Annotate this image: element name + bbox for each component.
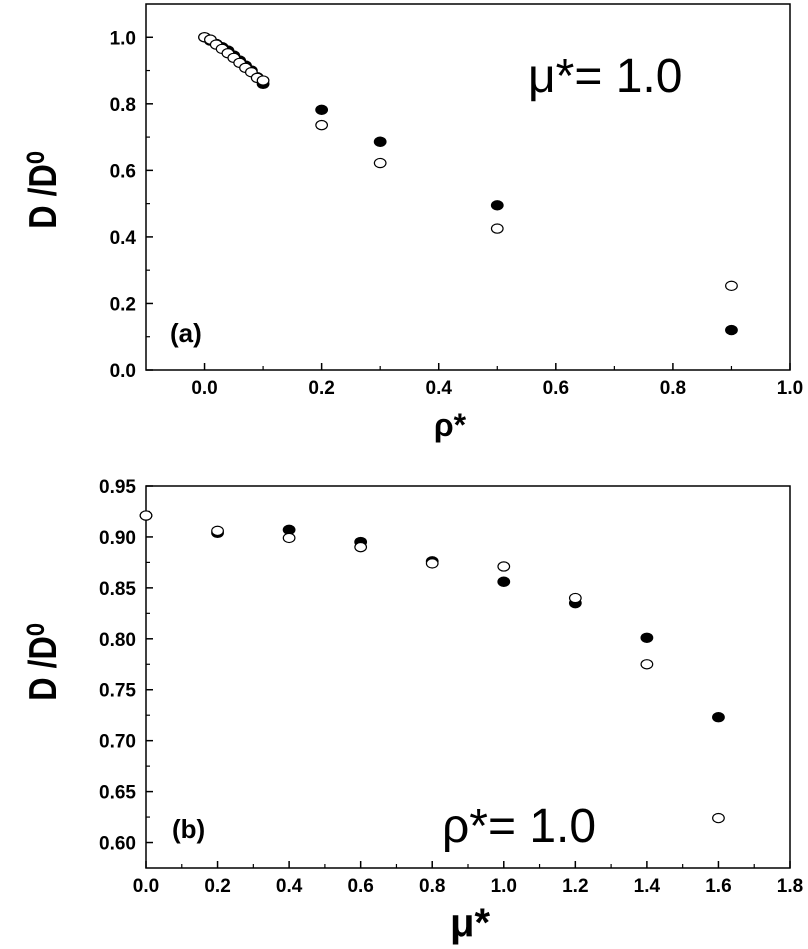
open-data-point [568, 592, 582, 604]
panel-b-tag: (b) [172, 814, 205, 844]
y-tick-label: 0.8 [110, 95, 136, 116]
y-tick-label: 1.0 [110, 28, 136, 49]
filled-data-point [315, 104, 329, 116]
x-tick-label: 0.0 [191, 378, 217, 399]
y-tick-label: 0.4 [110, 228, 137, 249]
x-tick-label: 1.0 [777, 378, 803, 399]
panel-b-x-axis-title: μ* [450, 901, 490, 945]
open-data-point [211, 525, 224, 537]
y-tick-label: 0.85 [99, 579, 136, 600]
y-tick-label: 0.80 [99, 630, 136, 651]
open-data-point [490, 223, 504, 234]
x-tick-label: 1.4 [634, 876, 661, 897]
x-tick-label: 0.8 [660, 378, 686, 399]
panel-b-y-axis-title: D /D⁰ [21, 623, 65, 701]
open-data-point [497, 561, 511, 572]
panel-a-plot-frame [145, 3, 791, 371]
panel-a-x-axis-title: ρ* [434, 407, 467, 443]
y-tick-label: 0.70 [99, 732, 136, 753]
x-tick-label: 1.0 [491, 876, 517, 897]
y-tick-label: 0.0 [110, 361, 136, 382]
open-data-point [315, 119, 329, 131]
x-tick-label: 0.8 [419, 876, 445, 897]
panel-a-x-ticks: 0.0 0.2 0.4 0.6 0.8 1.0 [191, 363, 803, 399]
filled-data-point [712, 712, 725, 723]
open-data-point [256, 75, 270, 86]
panel-a-markers [198, 32, 738, 336]
y-tick-label: 0.6 [110, 161, 136, 182]
x-tick-label: 0.2 [204, 876, 230, 897]
open-data-point [712, 812, 725, 824]
panel-a-tag: (a) [170, 318, 202, 348]
x-tick-label: 0.6 [543, 378, 569, 399]
filled-data-point [373, 136, 387, 147]
panel-a: 0.0 0.2 0.4 0.6 0.8 1.0 0.0 0.2 0.4 0.6 0.8 1.0 (a… [21, 3, 803, 443]
filled-data-point [490, 200, 504, 211]
x-tick-label: 0.4 [426, 378, 453, 399]
filled-data-point [497, 576, 511, 587]
panel-b-markers [139, 510, 725, 824]
panel-b-annotation: ρ*= 1.0 [442, 800, 596, 853]
panel-a-annotation: μ*= 1.0 [528, 50, 682, 103]
panel-b-y-ticks: 0.60 0.65 0.70 0.75 0.80 0.85 0.90 0.95 [99, 477, 153, 855]
open-data-point [354, 541, 368, 553]
x-tick-label: 1.2 [562, 876, 588, 897]
open-data-point [282, 532, 296, 544]
x-tick-label: 1.6 [705, 876, 731, 897]
panel-a-y-ticks: 0.0 0.2 0.4 0.6 0.8 1.0 [110, 28, 153, 382]
y-tick-label: 0.95 [99, 477, 136, 498]
open-data-point [373, 157, 387, 169]
y-tick-label: 0.2 [110, 294, 136, 315]
panel-a-y-axis-title: D /D⁰ [21, 151, 65, 229]
y-tick-label: 0.90 [99, 528, 136, 549]
open-data-point [425, 558, 439, 569]
filled-data-point [640, 632, 654, 643]
open-data-point [725, 280, 738, 292]
x-tick-label: 0.2 [308, 378, 334, 399]
open-data-point [640, 659, 654, 670]
open-data-point [139, 510, 153, 521]
x-tick-label: 0.4 [276, 876, 303, 897]
x-tick-label: 0.0 [133, 876, 159, 897]
filled-data-point [725, 324, 738, 336]
y-tick-label: 0.60 [99, 834, 136, 855]
x-tick-label: 1.8 [777, 876, 803, 897]
panel-b-x-ticks: 0.0 0.2 0.4 0.6 0.8 1.0 1.2 1.4 1.6 1.8 [133, 861, 803, 897]
x-tick-label: 0.6 [347, 876, 373, 897]
panel-b: 0.0 0.2 0.4 0.6 0.8 1.0 1.2 1.4 1.6 1.8 0.600.650… [21, 477, 803, 945]
y-tick-label: 0.75 [99, 681, 136, 702]
y-tick-label: 0.65 [99, 783, 136, 804]
